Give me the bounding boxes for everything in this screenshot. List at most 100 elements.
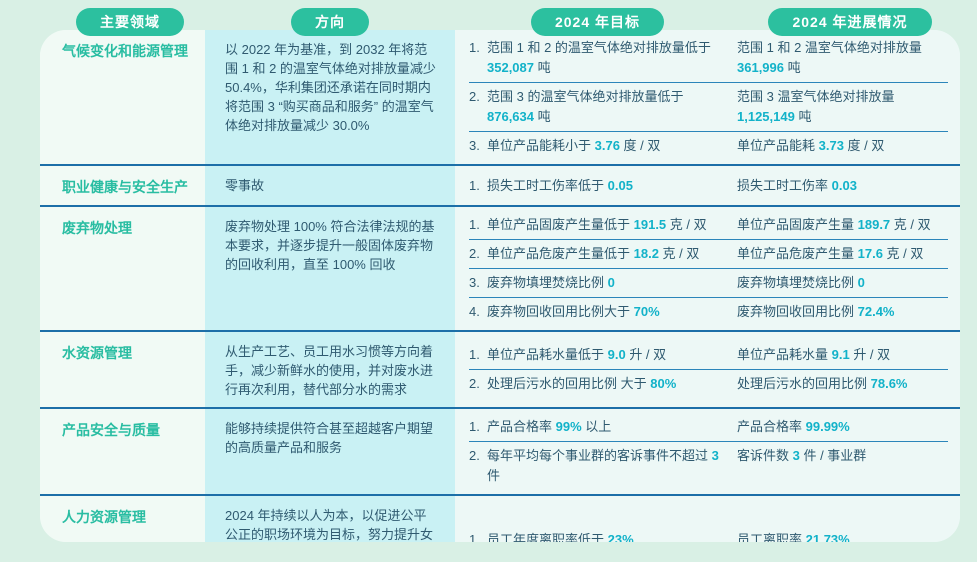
area-label: 职业健康与安全生产 <box>40 166 205 205</box>
highlight-value: 0 <box>857 275 865 290</box>
text-segment: 范围 1 和 2 的温室气体绝对排放量低于 <box>487 40 711 55</box>
highlight-value: 3.76 <box>594 138 620 153</box>
progress-item: 单位产品固废产生量 189.7 克 / 双 <box>737 215 948 235</box>
target-progress-pair: 2. 单位产品危废产生量低于 18.2 克 / 双单位产品危废产生量 17.6 克… <box>469 239 948 268</box>
esg-table-card: 气候变化和能源管理以 2022 年为基准，到 2032 年将范围 1 和 2 的… <box>40 30 960 542</box>
text-segment: 废弃物回收回用比例 <box>737 304 858 319</box>
target-item: 1. 员工年度离职率低于 23% <box>469 530 727 542</box>
target-item: 1. 单位产品固废产生量低于 191.5 克 / 双 <box>469 215 727 235</box>
targets-progress-section: 1. 范围 1 和 2 的温室气体绝对排放量低于 352,087 吨范围 1 和 … <box>455 30 960 164</box>
text-segment: 吨 <box>794 109 812 124</box>
item-number: 2. <box>469 448 480 463</box>
text-segment: 损失工时工伤率 <box>737 177 832 193</box>
direction-text-content: 从生产工艺、员工用水习惯等方向着手，减少新鲜水的使用，并对废水进行再次利用，替代… <box>225 344 434 397</box>
highlight-value: 0 <box>607 275 615 290</box>
header-cell-targets: 2024 年目标 <box>455 8 740 36</box>
text-segment: 处理后污水的回用比例 <box>737 376 871 391</box>
text-segment: 单位产品固废产生量 <box>737 217 858 232</box>
item-number: 1. <box>469 347 480 362</box>
progress-item: 废弃物填埋焚烧比例 0 <box>737 273 948 293</box>
text-segment: 单位产品危废产生量低于 <box>487 246 634 261</box>
direction-text-content: 废弃物处理 100% 符合法律法规的基本要求，并逐步提升一般固体废弃物的回收利用… <box>225 219 435 272</box>
target-progress-pair: 1. 单位产品固废产生量低于 191.5 克 / 双单位产品固废产生量 189.7… <box>469 211 948 239</box>
target-text: 范围 3 的温室气体绝对排放量低于 876,634 吨 <box>487 87 727 127</box>
table-row: 气候变化和能源管理以 2022 年为基准，到 2032 年将范围 1 和 2 的… <box>40 30 960 164</box>
target-text: 产品合格率 99% 以上 <box>487 417 727 437</box>
text-segment: 单位产品危废产生量 <box>737 246 858 261</box>
text-segment: 件 / 事业群 <box>799 448 867 463</box>
table-row: 产品安全与质量 能够持续提供符合甚至超越客户期望的高质量产品和服务 1. 产品合格率 … <box>40 407 960 494</box>
target-text: 处理后污水的回用比例 大于 80% <box>487 374 727 394</box>
text-segment: 克 / 双 <box>666 217 707 232</box>
text-segment: 单位产品耗水量低于 <box>487 347 608 362</box>
highlight-value: 3 <box>792 448 800 463</box>
item-number: 1. <box>469 532 480 542</box>
highlight-value: 99% <box>555 419 582 434</box>
text-segment: 克 / 双 <box>658 246 700 261</box>
item-number: 2. <box>469 89 480 104</box>
item-number: 1. <box>469 419 480 434</box>
targets-progress-section: 1. 产品合格率 99% 以上 产品合格率 99.99% 2. 每年平均每个事业群的客诉… <box>455 409 960 494</box>
text-segment: 吨 <box>534 109 551 124</box>
highlight-value: 3.73 <box>818 138 844 153</box>
item-number: 1. <box>469 40 480 55</box>
text-segment: 范围 3 的温室气体绝对排放量低于 <box>487 89 684 104</box>
highlight-value: 189.7 <box>857 217 891 232</box>
text-segment: 单位产品能耗小于 <box>487 138 595 153</box>
item-number: 1. <box>469 217 480 232</box>
highlight-value: 23% <box>607 532 634 542</box>
direction-text: 从生产工艺、员工用水习惯等方向着手，减少新鲜水的使用，并对废水进行再次利用，替代… <box>205 332 455 407</box>
text-segment: 废弃物填埋焚烧比例 <box>737 275 858 290</box>
direction-text: 废弃物处理 100% 符合法律法规的基本要求，并逐步提升一般固体废弃物的回收利用… <box>205 207 455 330</box>
highlight-value: 352,087 <box>487 60 534 75</box>
target-text: 废弃物填埋焚烧比例 0 <box>487 273 727 293</box>
text-segment: 度 / 双 <box>843 138 885 153</box>
item-number: 3. <box>469 275 480 290</box>
target-item: 1. 单位产品耗水量低于 9.0 升 / 双 <box>469 345 727 365</box>
target-progress-pair: 1. 损失工时工伤率低于 0.05 损失工时工伤率 0.03 <box>469 172 948 200</box>
area-label: 气候变化和能源管理 <box>40 30 205 164</box>
highlight-value: 0.05 <box>607 177 633 193</box>
target-item: 1. 范围 1 和 2 的温室气体绝对排放量低于 352,087 吨 <box>469 38 727 78</box>
text-segment: 处理后污水的回用比例 大于 <box>487 376 651 391</box>
highlight-value: 18.2 <box>633 246 659 261</box>
target-item: 2. 每年平均每个事业群的客诉事件不超过 3 件 <box>469 446 727 486</box>
target-text: 每年平均每个事业群的客诉事件不超过 3 件 <box>487 446 727 486</box>
text-segment: 以上 <box>581 419 612 434</box>
area-label: 水资源管理 <box>40 332 205 407</box>
target-progress-pair: 4. 废弃物回收回用比例大于 70% 废弃物回收回用比例 72.4% <box>469 297 948 326</box>
targets-progress-section: 1.员工年度离职率低于 23%员工离职率 21.73%2.员工申诉结案率为 10… <box>455 496 960 542</box>
targets-progress-section: 1. 单位产品固废产生量低于 191.5 克 / 双单位产品固废产生量 189.7… <box>455 207 960 330</box>
highlight-value: 99.99% <box>805 419 850 434</box>
text-segment: 克 / 双 <box>882 246 924 261</box>
text-segment: 产品合格率 <box>737 419 806 434</box>
direction-text: 零事故 <box>205 166 455 205</box>
highlight-value: 17.6 <box>857 246 883 261</box>
text-segment: 克 / 双 <box>890 217 931 232</box>
target-progress-pair: 3. 废弃物填埋焚烧比例 0 废弃物填埋焚烧比例 0 <box>469 268 948 297</box>
target-item: 4. 废弃物回收回用比例大于 70% <box>469 302 727 322</box>
progress-item: 员工离职率 21.73% <box>737 530 948 542</box>
text-segment: 升 / 双 <box>625 347 667 362</box>
target-item: 3. 单位产品能耗小于 3.76 度 / 双 <box>469 136 727 156</box>
item-number: 1. <box>469 177 480 193</box>
highlight-value: 9.0 <box>607 347 626 362</box>
target-progress-pair: 1. 产品合格率 99% 以上 产品合格率 99.99% <box>469 413 948 441</box>
area-label: 废弃物处理 <box>40 207 205 330</box>
text-segment: 吨 <box>784 60 801 75</box>
progress-item: 范围 3 温室气体绝对排放量 1,125,149 吨 <box>737 87 948 127</box>
target-text: 单位产品能耗小于 3.76 度 / 双 <box>487 136 727 156</box>
highlight-value: 876,634 <box>487 109 534 124</box>
text-segment: 员工年度离职率低于 <box>487 532 608 542</box>
target-item: 2. 处理后污水的回用比例 大于 80% <box>469 374 727 394</box>
table-row: 职业健康与安全生产 零事故 1. 损失工时工伤率低于 0.05 损失工时工伤率 0.03 <box>40 164 960 205</box>
targets-progress-section: 1. 损失工时工伤率低于 0.05 损失工时工伤率 0.03 <box>455 166 960 205</box>
text-segment: 废弃物回收回用比例大于 <box>487 304 634 319</box>
highlight-value: 78.6% <box>870 376 908 391</box>
direction-text-content: 以 2022 年为基准，到 2032 年将范围 1 和 2 的温室气体绝对排放量… <box>225 42 436 133</box>
text-segment: 每年平均每个事业群的客诉事件不超过 <box>487 448 712 463</box>
table-row: 人力资源管理 2024 年持续以人为本，以促进公平公正的职场环境为目标，努力提升女… <box>40 494 960 542</box>
target-progress-pair: 1. 范围 1 和 2 的温室气体绝对排放量低于 352,087 吨范围 1 和 … <box>469 34 948 82</box>
target-item: 3. 废弃物填埋焚烧比例 0 <box>469 273 727 293</box>
